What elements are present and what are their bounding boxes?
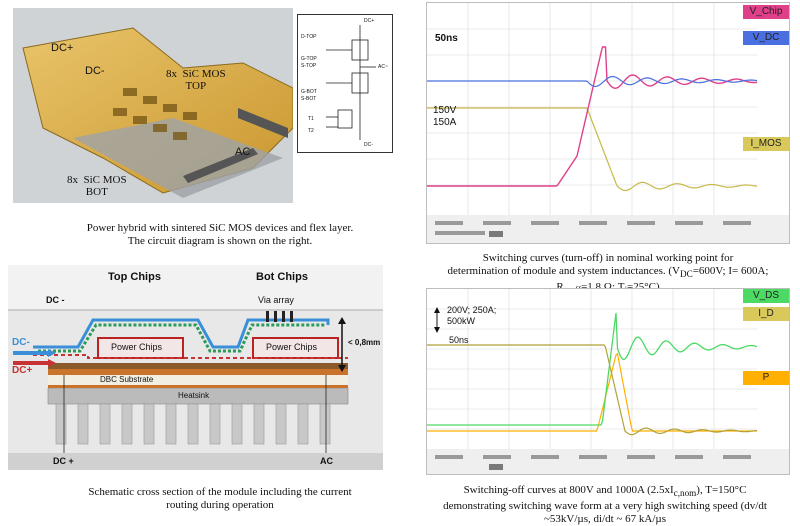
scope2-tag-v-ds: V_DS <box>743 289 789 303</box>
scope2-vertical-scale: 200V; 250A; 500kW <box>447 305 497 326</box>
scope2-tag-p: P <box>743 371 789 385</box>
circuit-label-t2: T2 <box>308 128 314 134</box>
circuit-label-dc-plus: DC+ <box>364 18 375 24</box>
cross-label-power-chips-1: Power Chips <box>111 342 163 352</box>
scope2-tag-i-d: I_D <box>743 307 789 321</box>
circuit-diagram: D-TOP G-TOP S-TOP G-BOT S-BOT T1 T2 DC+ … <box>297 14 393 153</box>
circuit-label-dc-minus: DC- <box>364 142 373 148</box>
cross-header-bot-chips: Bot Chips <box>256 271 308 283</box>
cross-label-dc-plus-side: DC+ <box>12 365 33 376</box>
scope1-tag-v-dc: V_DC <box>743 31 789 45</box>
photo-label-dc-minus: DC- <box>85 65 105 77</box>
cross-label-dc-minus-left: DC - <box>46 295 65 305</box>
cross-label-heatsink: Heatsink <box>178 391 210 400</box>
cross-label-power-chips-2: Power Chips <box>266 342 318 352</box>
scope1-time-scale: 50ns <box>435 33 458 44</box>
scope2-plot <box>427 289 789 474</box>
cross-label-dc-plus-bottom: DC + <box>53 456 74 466</box>
photo-label-dc-plus: DC+ <box>51 42 74 54</box>
cross-header-top-chips: Top Chips <box>108 271 161 283</box>
circuit-label-t1: T1 <box>308 116 314 122</box>
circuit-label-d-top: D-TOP <box>301 34 317 40</box>
circuit-label-g-top: G-TOP <box>301 56 317 62</box>
caption-scope-turn-off: Switching curves (turn-off) in nominal w… <box>447 252 769 295</box>
cross-section: Top Chips Bot Chips Via array DC - DC- D… <box>8 265 383 470</box>
module-photo: DC+ DC- 8x SiC MOS TOP AC 8x SiC MOS BOT <box>13 8 293 203</box>
photo-label-ac: AC <box>235 146 251 158</box>
module-photo-illustration <box>13 8 293 203</box>
cross-label-dc-minus-side: DC- <box>12 337 30 348</box>
circuit-label-s-bot: S-BOT <box>301 96 317 102</box>
cross-label-ac-bottom: AC <box>320 456 333 466</box>
scope2-time-scale: 50ns <box>449 335 469 345</box>
circuit-label-s-top: S-TOP <box>301 63 317 69</box>
oscilloscope-switching-off: 200V; 250A; 500kW 50ns V_DS I_D P <box>426 288 790 475</box>
photo-label-top: 8x SiC MOS TOP <box>166 68 226 92</box>
caption-module-photo: Power hybrid with sintered SiC MOS devic… <box>86 222 354 247</box>
cross-label-dbc-substrate: DBC Substrate <box>100 375 154 384</box>
circuit-schematic <box>326 25 376 140</box>
scope1-plot <box>427 3 789 243</box>
photo-label-bot: 8x SiC MOS BOT <box>67 174 127 198</box>
cross-label-via-array: Via array <box>258 295 294 305</box>
caption-scope-switching-off: Switching-off curves at 800V and 1000A (… <box>443 484 767 526</box>
cross-section-illustration <box>8 265 383 470</box>
circuit-label-ac: AC~ <box>378 64 388 70</box>
oscilloscope-turn-off: 50ns 150V 150A V_Chip V_DC I_MOS <box>426 2 790 244</box>
caption-cross-section: Schematic cross section of the module in… <box>88 486 352 511</box>
scope1-tag-i-mos: I_MOS <box>743 137 789 151</box>
cross-label-thickness: < 0,8mm <box>348 338 381 347</box>
scope1-vertical-scale: 150V 150A <box>433 105 457 128</box>
circuit-label-g-bot: G-BOT <box>301 89 317 95</box>
scope1-tag-v-chip: V_Chip <box>743 5 789 19</box>
